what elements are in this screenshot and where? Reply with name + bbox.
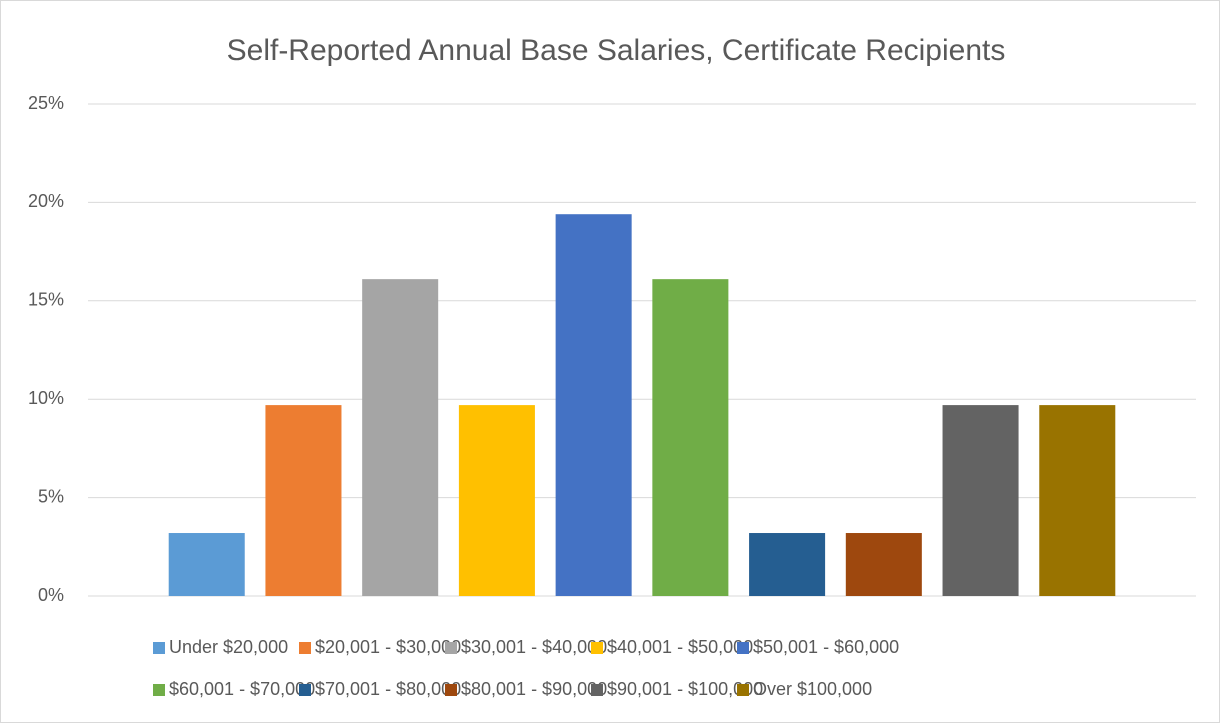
bar (265, 405, 342, 596)
legend-label: $20,001 - $30,000 (315, 637, 461, 657)
legend-swatch (153, 642, 165, 654)
legend-label: Over $100,000 (753, 679, 872, 699)
bar (555, 214, 632, 596)
legend-swatch (153, 684, 165, 696)
legend-swatch (591, 642, 603, 654)
legend-swatch (445, 684, 457, 696)
bar (652, 279, 729, 596)
legend-label: $90,001 - $100,000 (607, 679, 763, 699)
legend-swatch (299, 684, 311, 696)
legend-swatch (737, 642, 749, 654)
chart-title: Self-Reported Annual Base Salaries, Cert… (227, 34, 1006, 67)
y-tick-label: 10% (28, 388, 64, 408)
legend-label: $70,001 - $80,000 (315, 679, 461, 699)
bar (749, 533, 826, 596)
legend-label: Under $20,000 (169, 637, 288, 657)
legend-swatch (299, 642, 311, 654)
legend-swatch (445, 642, 457, 654)
legend-label: $30,001 - $40,000 (461, 637, 607, 657)
legend-swatch (737, 684, 749, 696)
legend-label: $40,001 - $50,000 (607, 637, 753, 657)
bar (362, 279, 439, 596)
bar (845, 533, 922, 596)
y-tick-label: 5% (38, 486, 64, 506)
bar (458, 405, 535, 596)
y-tick-label: 25% (28, 93, 64, 113)
legend-label: $60,001 - $70,000 (169, 679, 315, 699)
y-tick-label: 20% (28, 191, 64, 211)
y-tick-label: 15% (28, 290, 64, 310)
bar (1039, 405, 1116, 596)
legend-label: $80,001 - $90,000 (461, 679, 607, 699)
legend-swatch (591, 684, 603, 696)
bar (168, 533, 245, 596)
legend-label: $50,001 - $60,000 (753, 637, 899, 657)
bar (942, 405, 1019, 596)
y-tick-label: 0% (38, 585, 64, 605)
